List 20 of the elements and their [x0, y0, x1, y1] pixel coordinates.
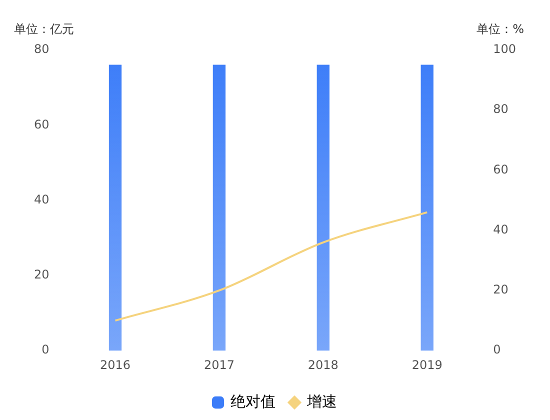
x-tick-label: 2018	[308, 358, 338, 372]
y-tick-label: 40	[34, 192, 50, 206]
y-tick-label: 60	[34, 117, 50, 132]
y2-tick-label: 40	[493, 222, 508, 236]
y-tick-label: 0	[42, 342, 50, 357]
y2-tick-label: 60	[493, 162, 508, 176]
x-tick-label: 2017	[204, 358, 234, 372]
x-tick-label: 2016	[100, 358, 131, 372]
line-series	[114, 211, 428, 322]
y-tick-label: 20	[34, 268, 50, 282]
y2-tick-label: 80	[493, 102, 508, 116]
y-tick-label: 80	[34, 42, 50, 56]
y2-axis-title: 单位：%	[476, 22, 524, 36]
y-axis-title: 单位：亿元	[14, 22, 74, 36]
y2-tick-label: 20	[493, 282, 508, 297]
legend-label: 增速	[306, 392, 337, 410]
y2-tick-label: 100	[493, 42, 516, 56]
y2-tick-label: 0	[493, 342, 501, 357]
x-tick-label: 2019	[412, 358, 442, 372]
legend-label: 绝对值	[230, 392, 276, 410]
